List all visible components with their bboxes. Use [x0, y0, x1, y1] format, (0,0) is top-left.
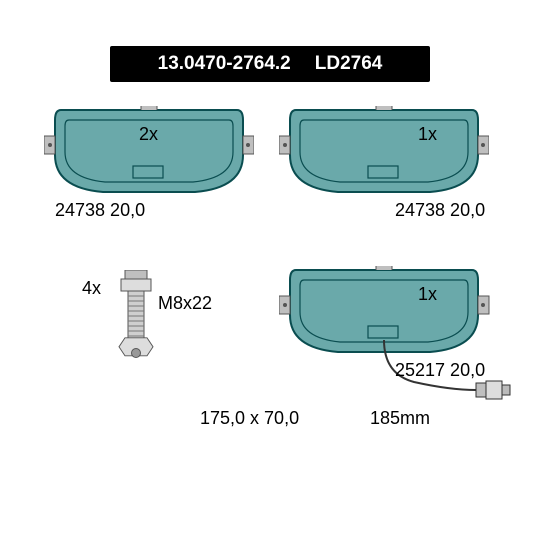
dimensions: 175,0 x 70,0: [200, 408, 299, 429]
bolt-qty: 4x: [82, 278, 101, 299]
qty-label: 1x: [418, 124, 437, 145]
part-code: LD2764: [315, 53, 383, 75]
header-bar: 13.0470-2764.2 LD2764: [110, 46, 430, 82]
qty-label: 2x: [139, 124, 158, 145]
part-number: 13.0470-2764.2: [158, 53, 291, 75]
qty-label: 1x: [418, 284, 437, 305]
pad-top-right-label: 24738 20,0: [395, 200, 485, 221]
brake-pad-bottom-right: 1x: [290, 270, 478, 352]
pad-bottom-right-label: 25217 20,0: [395, 360, 485, 381]
bolt: [115, 270, 175, 375]
bolt-spec: M8x22: [158, 293, 212, 314]
brake-pad-top-right: 1x: [290, 110, 478, 192]
sensor-length: 185mm: [370, 408, 430, 429]
brake-pad-top-left: 2x: [55, 110, 243, 192]
pad-top-left-label: 24738 20,0: [55, 200, 145, 221]
